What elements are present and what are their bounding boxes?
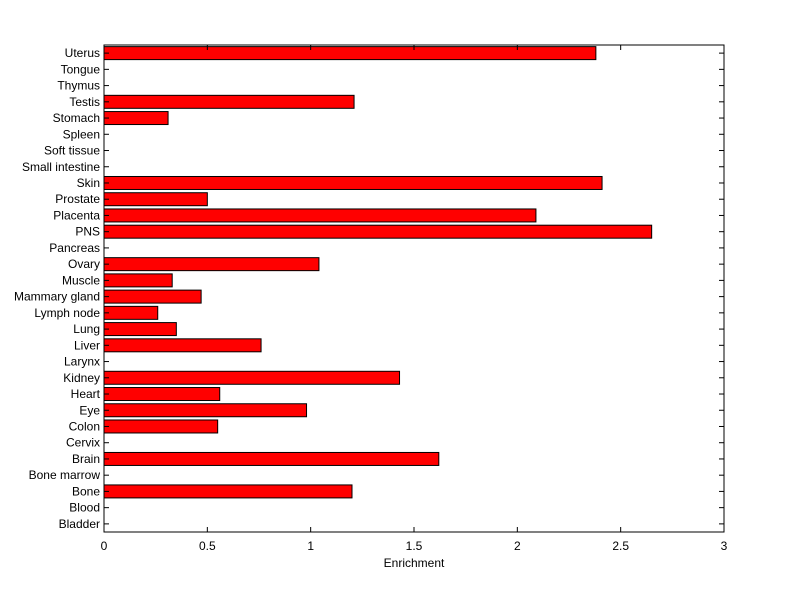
category-label: Testis xyxy=(69,95,100,109)
category-label: Spleen xyxy=(63,127,100,141)
category-label: Bone marrow xyxy=(29,468,101,482)
bar-bone xyxy=(103,484,353,499)
bar-kidney xyxy=(103,370,401,385)
category-labels: Bladder Blood Bone Bone marrow Brain Cervix Co… xyxy=(14,46,101,531)
category-label: Stomach xyxy=(53,111,100,125)
bar-brain xyxy=(103,451,440,466)
x-tick-label: 3 xyxy=(721,539,728,553)
bar-muscle xyxy=(103,273,173,288)
x-tick-label: 0.5 xyxy=(199,539,216,553)
category-label: Skin xyxy=(77,176,100,190)
category-label: Colon xyxy=(69,419,100,433)
x-axis-label: Enrichment xyxy=(384,556,445,570)
bar-testis xyxy=(103,94,355,109)
bar-lymph-node xyxy=(103,305,159,320)
bar-colon xyxy=(103,419,219,434)
category-label: Blood xyxy=(69,501,100,515)
bar-stomach xyxy=(103,111,169,126)
category-label: Bone xyxy=(72,484,100,498)
bar-prostate xyxy=(103,192,208,207)
category-label: Liver xyxy=(74,338,100,352)
category-label: Lymph node xyxy=(34,306,100,320)
bar-lung xyxy=(103,322,177,337)
category-label: Placenta xyxy=(53,208,100,222)
category-label: Uterus xyxy=(65,46,100,60)
x-tick-label: 1.5 xyxy=(406,539,423,553)
category-label: Ovary xyxy=(68,257,100,271)
category-label: Tongue xyxy=(61,62,101,76)
category-label: Soft tissue xyxy=(44,144,100,158)
x-tick-labels: 0 0.5 1 1.5 2 2.5 3 xyxy=(101,539,728,553)
category-label: Cervix xyxy=(66,436,100,450)
bar-liver xyxy=(103,338,262,353)
category-label: Kidney xyxy=(63,371,100,385)
bar-eye xyxy=(103,403,308,418)
x-tick-label: 1 xyxy=(307,539,314,553)
category-label: Thymus xyxy=(57,79,100,93)
category-label: Pancreas xyxy=(49,241,100,255)
bar-ovary xyxy=(103,257,320,272)
x-tick-label: 2 xyxy=(514,539,521,553)
category-label: Prostate xyxy=(55,192,100,206)
category-label: Brain xyxy=(72,452,100,466)
bar-skin xyxy=(103,175,603,190)
bar-heart xyxy=(103,387,221,402)
x-tick-label: 0 xyxy=(101,539,108,553)
category-label: Muscle xyxy=(62,273,100,287)
category-label: Mammary gland xyxy=(14,290,100,304)
bar-mammary-gland xyxy=(103,289,202,304)
category-label: Small intestine xyxy=(22,160,100,174)
ticks-group xyxy=(103,45,725,532)
x-tick-label: 2.5 xyxy=(612,539,629,553)
category-label: PNS xyxy=(75,225,100,239)
category-label: Bladder xyxy=(59,517,100,531)
category-label: Heart xyxy=(71,387,101,401)
category-label: Eye xyxy=(79,403,100,417)
bar-uterus xyxy=(103,46,597,61)
bar-pns xyxy=(103,224,653,239)
bar-placenta xyxy=(103,208,537,223)
bars-group xyxy=(103,46,653,499)
category-label: Larynx xyxy=(64,355,100,369)
category-label: Lung xyxy=(73,322,100,336)
